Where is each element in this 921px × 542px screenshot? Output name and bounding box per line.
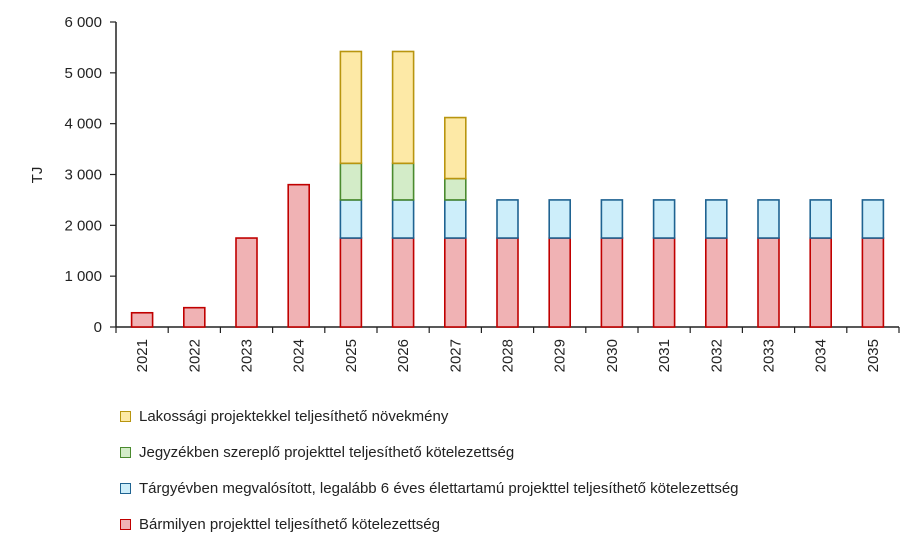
bar-segment — [287, 183, 311, 328]
x-tick-label: 2024 — [291, 339, 308, 372]
bar-segment — [652, 237, 676, 328]
x-tick-label: 2022 — [186, 339, 203, 372]
bar-segment — [600, 199, 624, 239]
bar-segment — [809, 237, 833, 328]
bar-segment — [652, 199, 676, 239]
bar-segment — [861, 199, 885, 239]
bar-segment — [704, 199, 728, 239]
y-tick-label: 0 — [94, 319, 102, 336]
bar-segment — [443, 237, 467, 328]
legend-item: Lakossági projektekkel teljesíthető növe… — [120, 398, 739, 434]
bar-segment — [443, 199, 467, 239]
y-tick-label: 5 000 — [64, 65, 102, 82]
tick-labels: 0 1 000 2 000 3 000 4 000 5 000 6 000 2021 2022 2… — [64, 14, 881, 372]
y-tick-label: 2 000 — [64, 217, 102, 234]
bar-segment — [391, 199, 415, 239]
bar-segment — [339, 199, 363, 239]
bar-segment — [339, 50, 363, 165]
x-tick-label: 2030 — [604, 339, 621, 372]
legend-item: Jegyzékben szereplő projekttel teljesíth… — [120, 434, 739, 470]
bar-segment — [548, 199, 572, 239]
bar-segment — [339, 162, 363, 201]
bars — [130, 50, 885, 328]
y-tick-label: 3 000 — [64, 167, 102, 184]
bar-segment — [235, 237, 258, 328]
y-tick-label: 1 000 — [64, 268, 102, 285]
legend-label: Tárgyévben megvalósított, legalább 6 éve… — [139, 479, 739, 497]
legend-item: Bármilyen projekttel teljesíthető kötele… — [120, 506, 739, 542]
bar-segment — [496, 199, 519, 239]
x-tick-label: 2028 — [500, 339, 517, 372]
bar-segment — [809, 199, 833, 239]
legend-item: Tárgyévben megvalósított, legalább 6 éve… — [120, 470, 739, 506]
y-axis-title: TJ — [29, 167, 46, 184]
bar-segment — [496, 237, 519, 328]
bar-segment — [704, 237, 728, 328]
bar-segment — [130, 311, 154, 328]
x-tick-label: 2035 — [865, 339, 882, 372]
bar-segment — [757, 199, 780, 239]
bar-segment — [548, 237, 572, 328]
legend-label: Lakossági projektekkel teljesíthető növe… — [139, 407, 449, 425]
x-tick-label: 2021 — [134, 339, 151, 372]
bar-segment — [757, 237, 780, 328]
bar-segment — [443, 116, 467, 180]
x-tick-label: 2026 — [395, 339, 412, 372]
legend-swatch — [120, 482, 131, 494]
x-tick-label: 2033 — [761, 339, 778, 372]
x-tick-label: 2023 — [239, 339, 256, 372]
bar-segment — [391, 237, 415, 328]
x-tick-label: 2027 — [447, 339, 464, 372]
bar-segment — [443, 177, 467, 201]
x-tick-label: 2025 — [343, 339, 360, 372]
y-tick-label: 6 000 — [64, 14, 102, 31]
x-tick-label: 2029 — [552, 339, 569, 372]
legend-swatch — [120, 518, 131, 530]
legend: Lakossági projektekkel teljesíthető növe… — [120, 398, 739, 542]
x-tick-label: 2034 — [813, 339, 830, 372]
legend-swatch — [120, 446, 131, 458]
legend-swatch — [120, 410, 131, 422]
legend-label: Jegyzékben szereplő projekttel teljesíth… — [139, 443, 515, 461]
bar-segment — [183, 306, 206, 328]
x-tick-label: 2031 — [656, 339, 673, 372]
bar-segment — [861, 237, 885, 328]
bar-segment — [391, 162, 415, 201]
legend-label: Bármilyen projekttel teljesíthető kötele… — [139, 515, 440, 533]
bar-segment — [339, 237, 363, 328]
bar-segment — [600, 237, 624, 328]
bar-segment — [391, 50, 415, 165]
x-tick-label: 2032 — [708, 339, 725, 372]
stacked-bar-chart: 0 1 000 2 000 3 000 4 000 5 000 6 000 2021 2022 2… — [29, 14, 900, 372]
y-tick-label: 4 000 — [64, 116, 102, 133]
